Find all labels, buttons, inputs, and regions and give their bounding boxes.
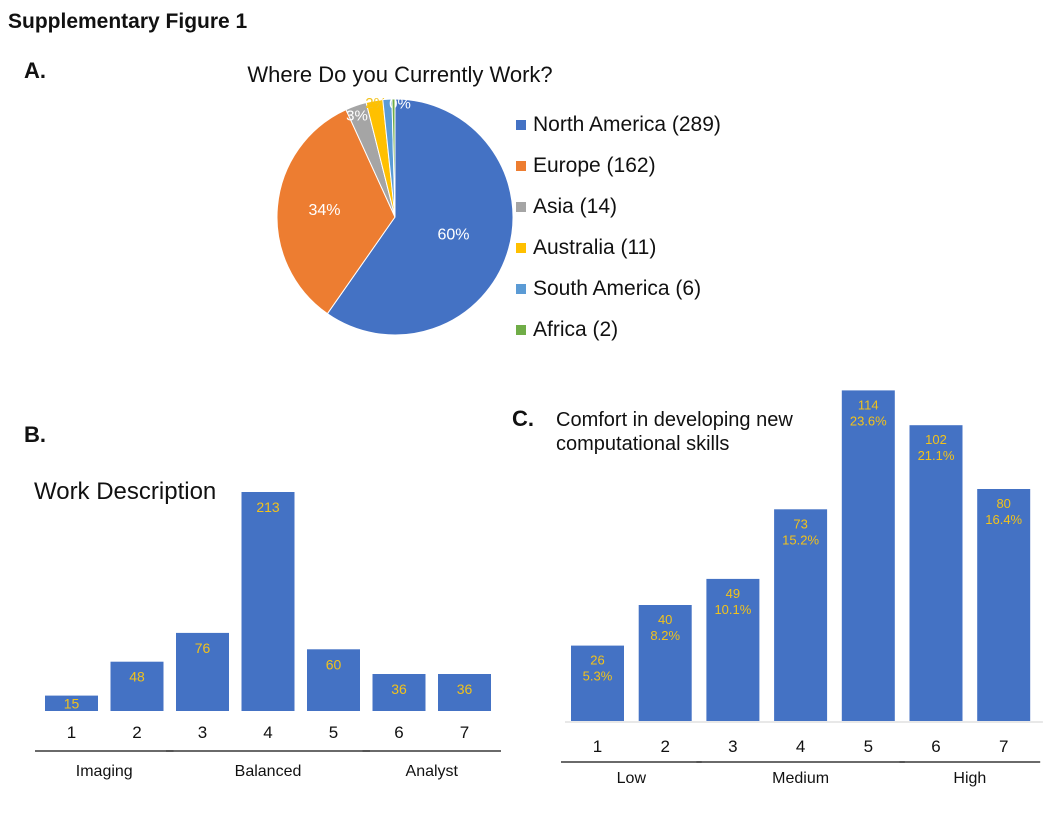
bar-percent-label: 23.6% <box>850 413 887 428</box>
bar <box>841 390 895 721</box>
bar-value-label: 26 <box>590 653 604 668</box>
bar-percent-label: 15.2% <box>782 532 819 547</box>
x-tick-label: 4 <box>796 737 805 756</box>
x-tick-label: 7 <box>999 737 1008 756</box>
pie-slice <box>326 98 514 336</box>
bar-value-label: 102 <box>925 432 947 447</box>
pie-legend: North America (289) Europe (162) Asia (14)… <box>516 104 721 350</box>
legend-item: Africa (2) <box>516 309 721 350</box>
x-tick-label: 3 <box>198 723 207 742</box>
bar <box>45 695 98 711</box>
x-tick-label: 5 <box>329 723 338 742</box>
group-label: Low <box>617 770 647 787</box>
x-tick-label: 7 <box>460 723 469 742</box>
bar <box>241 492 295 711</box>
bar-value-label: 60 <box>326 656 342 672</box>
bar-chart-c-title-line-2: computational skills <box>556 433 730 455</box>
panel-label-b: B. <box>24 422 46 447</box>
bar <box>571 645 624 721</box>
pie-slice <box>276 108 396 315</box>
bar-value-label: 15 <box>64 695 80 711</box>
x-tick-label: 5 <box>864 737 873 756</box>
bar-value-label: 49 <box>726 586 740 601</box>
bar-percent-label: 10.1% <box>714 602 751 617</box>
bar-value-label: 40 <box>658 612 672 627</box>
figure-title: Supplementary Figure 1 <box>8 10 248 33</box>
bar-value-label: 114 <box>858 397 879 412</box>
bar-chart-c-title: Comfort in developing new computational … <box>556 408 793 456</box>
bar-value-label: 213 <box>256 499 280 515</box>
legend-item: Asia (14) <box>516 186 721 227</box>
group-label: Analyst <box>406 763 459 780</box>
legend-label: Asia (14) <box>533 194 618 218</box>
legend-label: Europe (162) <box>533 153 656 177</box>
legend-label: South America (6) <box>533 276 702 300</box>
group-label: Balanced <box>235 763 302 780</box>
group-label: High <box>953 770 986 787</box>
legend-swatch <box>516 160 526 171</box>
bar <box>176 632 229 711</box>
legend-label: Australia (11) <box>533 235 657 259</box>
bar <box>706 578 760 721</box>
bar <box>909 425 963 721</box>
bar <box>638 605 692 721</box>
legend-item: North America (289) <box>516 104 721 145</box>
legend-swatch <box>516 324 526 335</box>
x-tick-label: 1 <box>593 737 602 756</box>
bar-percent-label: 5.3% <box>583 669 613 684</box>
bar-percent-label: 8.2% <box>650 628 680 643</box>
bar-value-label: 48 <box>129 669 145 685</box>
bar <box>774 509 828 721</box>
panel-label-a: A. <box>24 58 46 83</box>
legend-swatch <box>516 201 526 212</box>
bar-value-label: 76 <box>195 640 211 656</box>
legend-item: South America (6) <box>516 268 721 309</box>
pie-slice <box>391 98 396 218</box>
legend-item: Australia (11) <box>516 227 721 268</box>
bar-value-label: 36 <box>457 681 473 697</box>
x-tick-label: 1 <box>67 723 76 742</box>
panel-label-c: C. <box>512 406 534 431</box>
x-tick-label: 6 <box>931 737 940 756</box>
legend-label: North America (289) <box>533 112 721 136</box>
legend-swatch <box>516 119 526 130</box>
bar-value-label: 73 <box>793 516 807 531</box>
x-tick-label: 4 <box>263 723 272 742</box>
bar <box>110 661 164 711</box>
legend-swatch <box>516 283 526 294</box>
pie-chart: 60%34%3%2% 0% <box>276 95 514 336</box>
bar-chart-b: 15 1 48 2 76 3 213 4 60 5 36 6 36 7 Imaging Balanced Ana… <box>35 492 501 780</box>
legend-item: Europe (162) <box>516 145 721 186</box>
legend-label: Africa (2) <box>533 317 619 341</box>
pie-slice-percent-label: 2% <box>365 95 387 112</box>
bar <box>372 674 426 711</box>
pie-slice-percent-label: 60% <box>437 227 469 244</box>
group-label: Medium <box>772 770 829 787</box>
bar-percent-label: 16.4% <box>985 512 1022 527</box>
bar <box>307 649 360 711</box>
pie-slice-percent-label: 34% <box>308 202 340 219</box>
legend-swatch <box>516 242 526 253</box>
bar-chart-b-title: Work Description <box>34 478 217 505</box>
pie-slice-percent-label: 3% <box>346 108 368 125</box>
x-tick-label: 2 <box>132 723 141 742</box>
x-tick-label: 3 <box>728 737 737 756</box>
bar <box>438 674 491 711</box>
x-tick-label: 2 <box>660 737 669 756</box>
bar-value-label: 36 <box>391 681 407 697</box>
bar-percent-label: 21.1% <box>918 448 955 463</box>
bar <box>977 489 1031 721</box>
pie-chart-title: Where Do you Currently Work? <box>247 62 553 87</box>
x-tick-label: 6 <box>394 723 403 742</box>
bar-value-label: 80 <box>996 496 1010 511</box>
bar-chart-c-title-line-1: Comfort in developing new <box>556 409 793 431</box>
group-label: Imaging <box>76 763 133 780</box>
